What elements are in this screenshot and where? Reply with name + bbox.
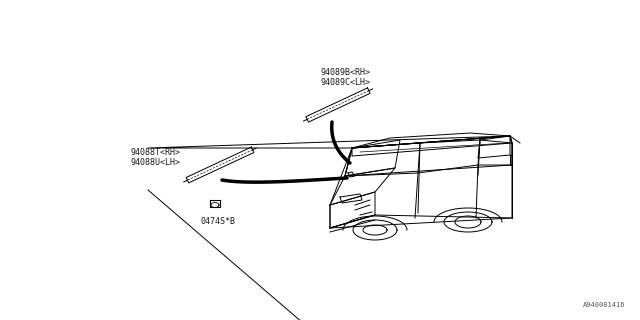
Text: 94089B<RH>: 94089B<RH> xyxy=(320,68,370,77)
Text: 94088T<RH>: 94088T<RH> xyxy=(130,148,180,157)
Text: 94089C<LH>: 94089C<LH> xyxy=(320,78,370,87)
Text: A940001416: A940001416 xyxy=(582,302,625,308)
Text: 0474S*B: 0474S*B xyxy=(200,217,235,226)
Text: 94088U<LH>: 94088U<LH> xyxy=(130,158,180,167)
